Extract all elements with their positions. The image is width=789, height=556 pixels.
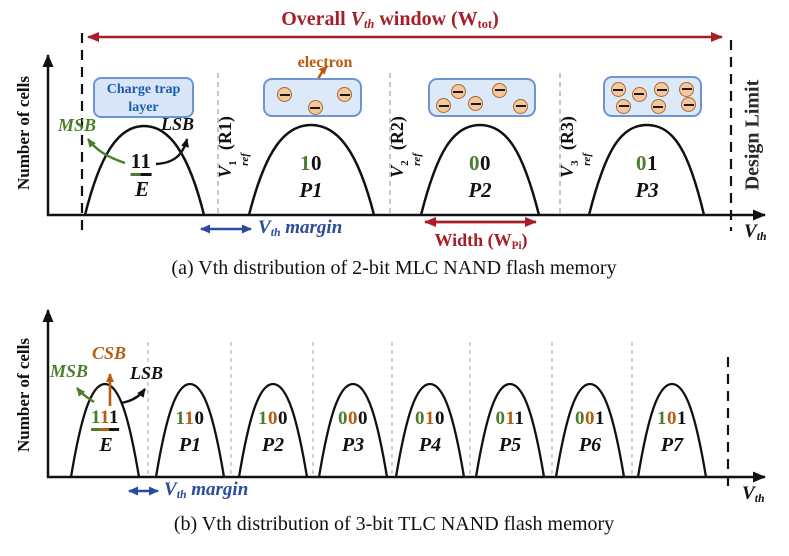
fig-a-curve-p2	[419, 123, 541, 216]
fig-b-curve-p1	[154, 382, 226, 478]
fig-b-level-p3-name: P3	[341, 434, 365, 456]
electron-icon	[277, 87, 293, 102]
fig-a-level-p2-name: P2	[468, 178, 492, 202]
fig-a-level-e-name: E	[134, 177, 150, 201]
fig-b-level-e-name: E	[99, 434, 113, 456]
fig-b-curve-p4	[394, 382, 466, 478]
fig-b-lsb-arrow	[120, 388, 146, 405]
fig-b-level-p1-bits: 110	[175, 408, 205, 429]
electron-icon	[610, 82, 626, 98]
fig-b-level-p5-name: P5	[498, 434, 522, 456]
fig-a-msb-label: MSB	[58, 115, 97, 135]
fig-b-curve-p7	[636, 382, 708, 478]
fig-b-level-p7-name: P7	[660, 434, 684, 456]
electron-icon	[492, 82, 508, 98]
electron-icon	[450, 84, 466, 100]
electron-icon	[616, 98, 632, 114]
fig-b-curve-p5	[474, 382, 546, 478]
fig-a-level-p3-bits: 01	[636, 151, 658, 175]
fig-a-lsb-arrow	[155, 138, 189, 166]
fig-a-level-e-bits: 11	[130, 149, 152, 176]
fig-b-level-p4-name: P4	[418, 434, 442, 456]
fig-b-level-p6-name: P6	[578, 434, 602, 456]
electron-icon	[337, 87, 353, 102]
fig-b-level-p2-name: P2	[261, 434, 285, 456]
overall-window-label: Overall Vth window (Wtot)	[281, 8, 499, 31]
charge-trap-label-line2: layer	[128, 100, 159, 116]
electron-box-p2	[428, 78, 536, 117]
fig-a-vth-margin-label: Vth margin	[258, 217, 343, 239]
fig-a-x-axis-label: Vth	[744, 221, 767, 243]
fig-b-level-p3-bits: 000	[338, 408, 368, 429]
width-wpi-label: Width (WPi)	[434, 230, 528, 252]
fig-b-curve-p6	[554, 382, 626, 478]
electron-icon	[631, 86, 647, 102]
vref1-label: V 1 ref (R1)	[214, 116, 251, 178]
fig-b-level-p1-name: P1	[178, 434, 202, 456]
fig-b-level-p5-bits: 011	[495, 408, 525, 429]
electron-icon	[307, 100, 323, 116]
fig-b-level-p6-bits: 001	[575, 408, 605, 429]
electron-label: electron	[297, 54, 353, 71]
electron-icon	[468, 96, 484, 112]
fig-b-curve-e	[69, 382, 141, 478]
fig-a-level-p3-name: P3	[635, 178, 659, 202]
fig-b-x-axis-label: Vth	[742, 483, 765, 505]
fig-a-curve-e	[83, 124, 206, 216]
electron-box-p3	[603, 76, 702, 117]
electron-icon	[650, 99, 666, 115]
fig-b-csb-label: CSB	[92, 343, 127, 363]
fig-b-curve-p3	[317, 382, 389, 478]
fig-b-level-p7-bits: 101	[657, 408, 687, 429]
vref3-label: V 3 ref (R3)	[556, 116, 593, 178]
fig-b-curve-p2	[237, 382, 309, 478]
fig-a-y-axis-label: Number of cells	[14, 76, 33, 190]
fig-b-lsb-label: LSB	[130, 363, 164, 383]
fig-b-level-e-bits: 111	[91, 407, 119, 431]
fig-b-y-axis-label: Number of cells	[14, 338, 33, 452]
electron-icon	[681, 97, 696, 113]
vref2-label: V 2 ref (R2)	[386, 116, 423, 178]
charge-trap-label-line1: Charge trap	[106, 82, 181, 97]
fig-a-msb-arrow	[87, 138, 126, 165]
design-limit-label: Design Limit	[741, 79, 764, 191]
electron-icon	[436, 98, 452, 114]
fig-b-caption: (b) Vth distribution of 3-bit TLC NAND f…	[173, 513, 615, 535]
fig-b-level-p4-bits: 010	[415, 408, 445, 429]
charge-trap-layer-box: Charge trap layer	[93, 77, 194, 118]
electron-icon	[679, 81, 695, 97]
fig-a-curve-p1	[247, 123, 376, 216]
fig-a-curve-p3	[587, 123, 706, 216]
fig-a-caption: (a) Vth distribution of 2-bit MLC NAND f…	[171, 257, 617, 279]
fig-b-level-p2-bits: 100	[258, 408, 288, 429]
electron-box-p1	[263, 78, 362, 117]
electron-icon	[513, 98, 529, 114]
fig-a-level-p2-bits: 00	[469, 151, 491, 175]
fig-b-msb-arrow	[76, 387, 95, 404]
fig-a-level-p1-name: P1	[299, 178, 323, 202]
electron-icon	[654, 82, 670, 98]
fig-b-vth-margin-label: Vth margin	[164, 479, 249, 501]
fig-a-level-p1-bits: 10	[300, 151, 322, 175]
fig-b-msb-label: MSB	[50, 361, 89, 381]
fig-a-lsb-label: LSB	[161, 114, 195, 134]
